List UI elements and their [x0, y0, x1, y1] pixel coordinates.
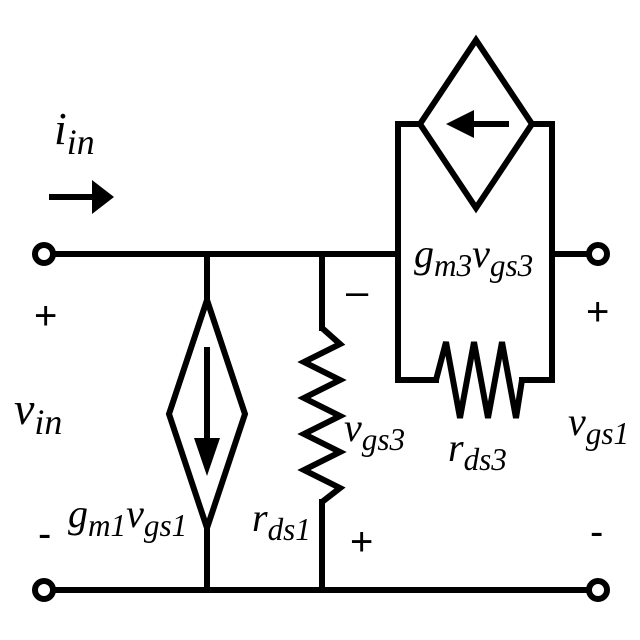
- vgs1-label: vgs1: [568, 399, 630, 451]
- gm3-arrow-head-icon: [446, 110, 474, 138]
- vgs3-minus-sign: –: [346, 270, 369, 314]
- gm1-arrow-head-icon: [194, 438, 220, 476]
- gm1-vgs1-label: gm1vgs1: [68, 491, 188, 543]
- iin-label: iin: [54, 103, 95, 163]
- vin-plus-sign: +: [34, 294, 58, 338]
- rds1-resistor-zigzag: [297, 325, 347, 505]
- vgs3-plus-sign: +: [350, 520, 374, 564]
- vgs1-minus-sign: -: [590, 510, 604, 554]
- rds3-resistor-zigzag: [433, 341, 525, 419]
- rds3-label: rds3: [448, 425, 507, 477]
- vin-minus-sign: -: [38, 512, 52, 556]
- input-bottom-terminal: [32, 578, 56, 602]
- vgs1-plus-sign: +: [586, 290, 610, 334]
- gm3-vgs3-label: gm3vgs3: [414, 231, 534, 283]
- vin-label: vin: [14, 383, 63, 443]
- output-bottom-terminal: [586, 578, 610, 602]
- input-top-terminal: [32, 242, 56, 266]
- iin-arrow-head-icon: [92, 180, 114, 214]
- rds1-label: rds1: [252, 495, 311, 547]
- output-top-terminal: [586, 242, 610, 266]
- vgs3-label: vgs3: [344, 405, 406, 457]
